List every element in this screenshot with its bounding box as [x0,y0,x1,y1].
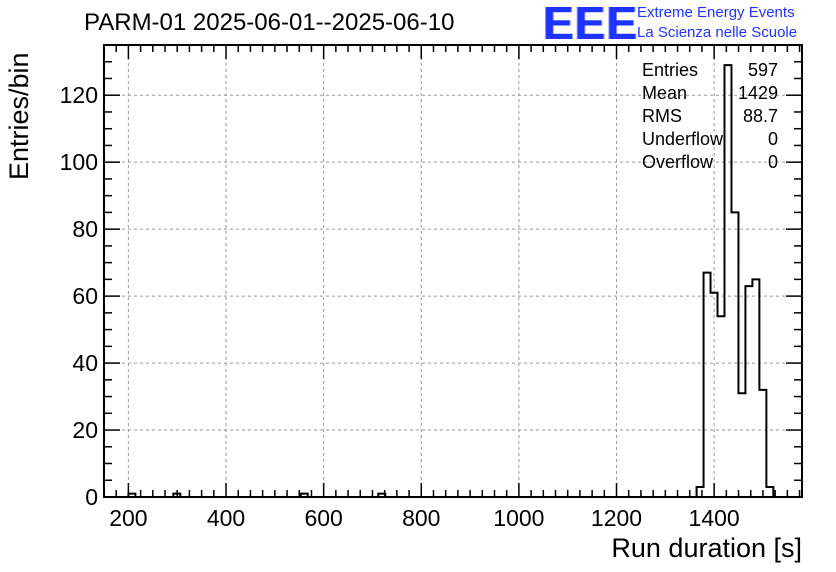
x-tick-label: 1400 [689,505,740,531]
x-tick-label: 400 [207,505,245,531]
stats-box: Entries 597 Mean 1429 RMS 88.7 Underflow… [642,59,778,174]
x-axis-label: Run duration [s] [611,533,802,563]
histogram-bin [745,286,752,497]
stats-row-underflow: Underflow 0 [642,128,778,151]
histogram-bin [704,273,711,497]
y-tick-label: 60 [72,283,98,309]
x-tick-label: 1200 [591,505,642,531]
eee-logo: EEE [543,0,639,49]
y-tick-label: 20 [72,417,98,443]
stats-label: Underflow [642,129,724,149]
histogram-bin-group [695,64,775,497]
stats-row-mean: Mean 1429 [642,82,778,105]
x-tick-label: 200 [109,505,147,531]
x-tick-label: 800 [402,505,440,531]
chart-title: PARM-01 2025-06-01--2025-06-10 [84,9,455,36]
histogram-bin [752,279,759,497]
stats-value: 0 [767,129,778,149]
histogram-bin [766,487,773,497]
stats-value: 597 [747,60,778,80]
y-tick-label: 0 [85,484,98,510]
stats-label: RMS [642,106,682,126]
stats-label: Overflow [642,152,714,172]
stats-label: Entries [642,60,699,80]
histogram-bin-group [172,492,182,497]
logo-line-2: La Scienza nelle Scuole [637,24,798,41]
stats-row-overflow: Overflow 0 [642,151,778,174]
stats-row-rms: RMS 88.7 [642,105,778,128]
histogram-bin [738,393,745,497]
plot-frame [103,44,803,498]
stats-value: 0 [767,152,778,172]
logo-caption: Extreme Energy Events La Scienza nelle S… [637,3,797,43]
stats-label: Mean [642,83,688,103]
histogram-bin [759,390,766,497]
y-tick-label: 100 [60,149,98,175]
histogram-bin-group [127,492,137,497]
histogram-bin-group [299,492,309,497]
y-axis-label: Entries/bin [4,52,34,180]
y-tick-label: 120 [60,82,98,108]
histogram-bin-group [377,492,387,497]
histogram-bin [718,316,725,497]
x-tick-label: 600 [304,505,342,531]
y-tick-label: 80 [72,216,98,242]
stats-value: 1429 [737,83,778,103]
y-tick-label: 40 [72,350,98,376]
x-tick-label: 1000 [493,505,544,531]
histogram-bin [731,212,738,497]
logo-line-1: Extreme Energy Events [637,4,795,21]
stats-row-entries: Entries 597 [642,59,778,82]
stats-value: 88.7 [742,106,778,126]
